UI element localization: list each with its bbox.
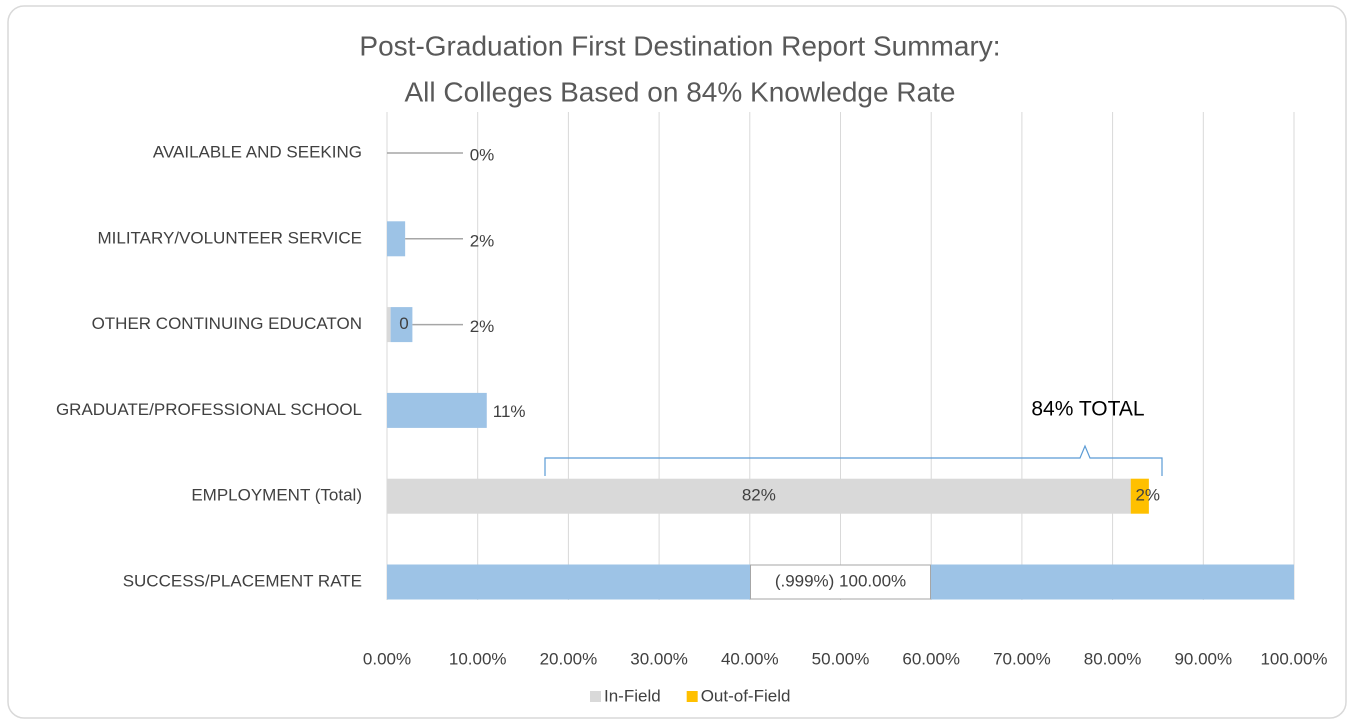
data-label: 0% (470, 145, 495, 164)
x-tick-label: 90.00% (1174, 649, 1232, 668)
data-label: 2% (470, 317, 495, 336)
bar (387, 221, 406, 257)
legend-swatch (686, 691, 698, 702)
annotation: 84% TOTAL (1031, 398, 1144, 421)
label-box (750, 564, 931, 600)
x-tick-label: 80.00% (1084, 649, 1142, 668)
y-tick-label: MILITARY/VOLUNTEER SERVICE (97, 228, 362, 247)
y-tick-label: EMPLOYMENT (Total) (191, 486, 362, 505)
legend-label: Out-of-Field (701, 686, 791, 705)
chart-title: All Colleges Based on 84% Knowledge Rate (404, 76, 955, 107)
y-tick-label: GRADUATE/PROFESSIONAL SCHOOL (56, 400, 362, 419)
legend-label: In-Field (604, 686, 661, 705)
brace (544, 444, 1163, 476)
data-label: (.999%) 100.00% (775, 571, 906, 590)
x-tick-label: 30.00% (630, 649, 688, 668)
x-tick-label: 50.00% (812, 649, 870, 668)
bar (387, 307, 391, 343)
bar (387, 392, 487, 428)
y-tick-label: AVAILABLE AND SEEKING (153, 142, 362, 161)
x-tick-label: 100.00% (1260, 649, 1327, 668)
y-tick-label: OTHER CONTINUING EDUCATON (92, 314, 362, 333)
legend-swatch (590, 691, 601, 702)
data-label: 11% (493, 402, 526, 421)
data-label: 0 (399, 314, 408, 333)
data-label: 2% (470, 231, 495, 250)
y-tick-label: SUCCESS/PLACEMENT RATE (123, 571, 362, 590)
chart-border (7, 5, 1347, 719)
x-tick-label: 70.00% (993, 649, 1051, 668)
chart-title: Post-Graduation First Destination Report… (359, 30, 1000, 61)
bar (387, 478, 1131, 514)
x-tick-label: 10.00% (449, 649, 507, 668)
x-tick-label: 60.00% (902, 649, 960, 668)
data-label: 2% (1135, 486, 1160, 505)
data-label: 82% (742, 486, 776, 505)
bar (1130, 478, 1149, 514)
bar (390, 307, 413, 343)
x-tick-label: 40.00% (721, 649, 779, 668)
x-tick-label: 20.00% (540, 649, 598, 668)
x-tick-label: 0.00% (363, 649, 411, 668)
